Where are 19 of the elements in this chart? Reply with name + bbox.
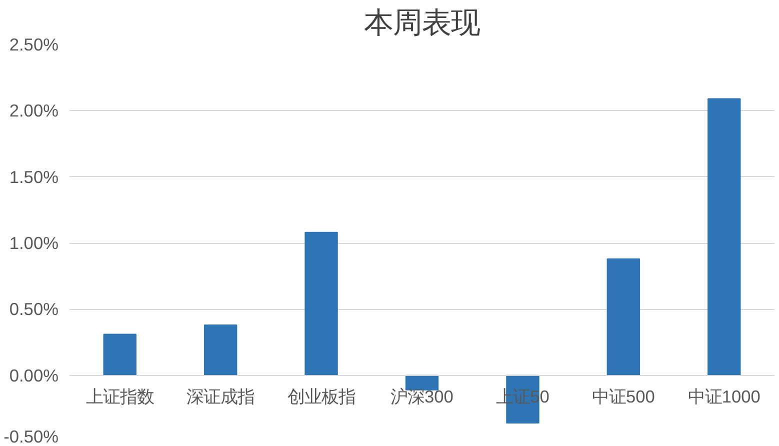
y-tick-label: 1.50% bbox=[9, 166, 59, 187]
x-tick-label: 上证指数 bbox=[86, 386, 154, 406]
bar bbox=[606, 258, 640, 376]
bar bbox=[204, 324, 238, 376]
y-tick-label: 2.50% bbox=[9, 34, 59, 54]
chart-title: 本周表现 bbox=[364, 8, 480, 40]
x-tick-label: 中证500 bbox=[592, 386, 655, 406]
y-tick-label: 0.50% bbox=[9, 299, 59, 320]
y-tick-label: 0.00% bbox=[9, 365, 59, 386]
y-tick-label: 2.00% bbox=[9, 100, 59, 121]
x-tick-label: 中证1000 bbox=[688, 386, 760, 406]
bar bbox=[103, 334, 136, 376]
bar bbox=[708, 98, 741, 376]
bar bbox=[304, 232, 338, 376]
y-tick-label: 1.00% bbox=[9, 233, 59, 253]
x-tick-label: 创业板指 bbox=[287, 386, 356, 406]
x-tick-label: 沪深300 bbox=[390, 386, 454, 406]
y-tick-label: -0.50% bbox=[4, 426, 59, 446]
x-tick-label: 深证成指 bbox=[186, 386, 255, 406]
